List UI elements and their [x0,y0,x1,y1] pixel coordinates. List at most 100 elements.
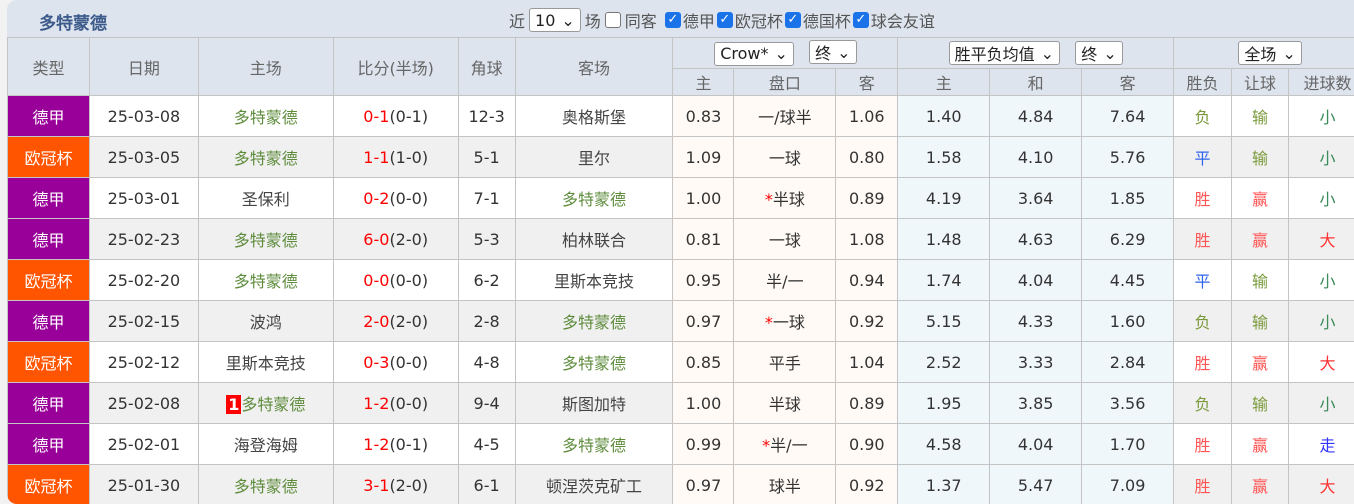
table-row[interactable]: 欧冠杯 25-01-30 多特蒙德 3-1(2-0) 6-1 顿涅茨克矿工 0.… [7,464,1354,504]
home-team[interactable]: 波鸿 [249,313,282,332]
away-team[interactable]: 里斯本竞技 [554,272,635,291]
home-cell[interactable]: 里斯本竞技 [197,341,334,383]
home-team[interactable]: 圣保利 [241,190,290,209]
score-cell[interactable]: 6-0(2-0) [332,218,459,260]
home-team[interactable]: 多特蒙德 [233,149,298,168]
home-team[interactable]: 多特蒙德 [233,272,298,291]
score-cell[interactable]: 0-3(0-0) [332,341,459,383]
home-cell[interactable]: 多特蒙德 [197,95,334,137]
away-team[interactable]: 多特蒙德 [562,190,627,209]
away-cell[interactable]: 柏林联合 [514,218,674,260]
score-cell[interactable]: 1-2(0-0) [332,382,459,424]
league-cell[interactable]: 欧冠杯 [7,259,90,301]
home-cell[interactable]: 1 多特蒙德 [197,382,334,424]
handicap-home-odds: 0.99 [672,423,735,465]
league-cell[interactable]: 德甲 [7,300,90,342]
score-cell[interactable]: 0-1(0-1) [332,95,459,137]
league-cell[interactable]: 德甲 [7,95,90,137]
away-team[interactable]: 多特蒙德 [562,436,627,455]
away-team[interactable]: 多特蒙德 [562,354,627,373]
half-score: (0-0) [389,393,429,413]
handicap-result-cell: 输 [1230,95,1289,137]
away-cell[interactable]: 顿涅茨克矿工 [514,464,674,504]
home-team[interactable]: 多特蒙德 [233,108,298,127]
league-cell[interactable]: 德甲 [7,382,90,424]
away-cell[interactable]: 里尔 [514,136,674,178]
table-row[interactable]: 德甲 25-02-08 1 多特蒙德 1-2(0-0) 9-4 斯图加特 1.00… [7,382,1354,424]
avg-loss: 7.64 [1081,95,1175,137]
away-cell[interactable]: 斯图加特 [514,382,674,424]
away-team[interactable]: 里尔 [578,149,611,168]
table-row[interactable]: 德甲 25-03-08 多特蒙德 0-1(0-1) 12-3 奥格斯堡 0.83… [7,95,1354,137]
league-checkbox[interactable]: ✓ [716,12,733,28]
league-cell[interactable]: 欧冠杯 [7,341,90,383]
league-cell[interactable]: 德甲 [7,423,90,465]
league-checkbox[interactable]: ✓ [784,12,801,28]
away-cell[interactable]: 多特蒙德 [514,177,674,219]
away-team[interactable]: 柏林联合 [562,231,627,250]
half-score: (2-0) [389,229,429,249]
home-cell[interactable]: 多特蒙德 [197,218,334,260]
avg-stage-select[interactable]: 终 ⌄ [1075,41,1123,65]
league-checkbox[interactable]: ✓ [852,12,869,28]
away-cell[interactable]: 多特蒙德 [514,423,674,465]
scope-select[interactable]: 全场 ⌄ [1238,41,1302,65]
home-team[interactable]: 多特蒙德 [233,231,298,250]
table-row[interactable]: 德甲 25-03-01 圣保利 0-2(0-0) 7-1 多特蒙德 1.00 *… [7,177,1354,219]
away-cell[interactable]: 里斯本竞技 [514,259,674,301]
date-cell: 25-03-08 [88,95,199,137]
matches-table: 类型 日期 主场 比分(半场) 角球 客场 Crow* ⌄ 终 ⌄ 胜平负均值 ⌄ 终… [7,37,1354,504]
handicap-line: 半球 [733,382,837,424]
table-row[interactable]: 德甲 25-02-23 多特蒙德 6-0(2-0) 5-3 柏林联合 0.81 … [7,218,1354,260]
score-cell[interactable]: 3-1(2-0) [332,464,459,504]
table-row[interactable]: 欧冠杯 25-03-05 多特蒙德 1-1(1-0) 5-1 里尔 1.09 一… [7,136,1354,178]
col-date: 日期 [88,37,199,96]
home-cell[interactable]: 多特蒙德 [197,259,334,301]
star-marker: * [762,436,771,455]
table-row[interactable]: 欧冠杯 25-02-12 里斯本竞技 0-3(0-0) 4-8 多特蒙德 0.8… [7,341,1354,383]
score-cell[interactable]: 1-1(1-0) [332,136,459,178]
home-cell[interactable]: 圣保利 [197,177,334,219]
handicap-line: 球半 [733,464,837,504]
away-team[interactable]: 斯图加特 [562,395,627,414]
away-cell[interactable]: 奥格斯堡 [514,95,674,137]
subheader: 盘口 [733,68,837,96]
away-cell[interactable]: 多特蒙德 [514,300,674,342]
handicap-line-value: 半球 [768,395,801,414]
home-cell[interactable]: 波鸿 [197,300,334,342]
home-team[interactable]: 多特蒙德 [233,477,298,496]
score-cell[interactable]: 2-0(2-0) [332,300,459,342]
league-cell[interactable]: 欧冠杯 [7,136,90,178]
league-cell[interactable]: 欧冠杯 [7,464,90,504]
league-cell[interactable]: 德甲 [7,218,90,260]
table-row[interactable]: 德甲 25-02-15 波鸿 2-0(2-0) 2-8 多特蒙德 0.97 *一… [7,300,1354,342]
company-select[interactable]: Crow* ⌄ [714,41,794,66]
away-team[interactable]: 奥格斯堡 [562,108,627,127]
home-cell[interactable]: 多特蒙德 [197,136,334,178]
away-team[interactable]: 多特蒙德 [562,313,627,332]
league-cell[interactable]: 德甲 [7,177,90,219]
home-team[interactable]: 里斯本竞技 [225,354,306,373]
table-row[interactable]: 德甲 25-02-01 海登海姆 1-2(0-1) 4-5 多特蒙德 0.99 … [7,423,1354,465]
away-cell[interactable]: 多特蒙德 [514,341,674,383]
subheader: 客 [835,68,899,96]
home-team[interactable]: 海登海姆 [233,436,298,455]
same-venue-checkbox[interactable] [604,12,621,28]
scope-value: 全场 [1244,45,1277,64]
score-cell[interactable]: 0-2(0-0) [332,177,459,219]
league-checkbox[interactable]: ✓ [664,12,681,28]
table-row[interactable]: 欧冠杯 25-02-20 多特蒙德 0-0(0-0) 6-2 里斯本竞技 0.9… [7,259,1354,301]
handicap-stage-select[interactable]: 终 ⌄ [809,40,857,65]
same-venue-label: 同客 [624,12,657,31]
avg-select[interactable]: 胜平负均值 ⌄ [948,41,1061,65]
score-cell[interactable]: 1-2(0-1) [332,423,459,465]
subheader: 主 [897,68,991,96]
home-cell[interactable]: 多特蒙德 [197,464,334,504]
home-cell[interactable]: 海登海姆 [197,423,334,465]
score-cell[interactable]: 0-0(0-0) [332,259,459,301]
match-count-select[interactable]: 10 ⌄ [529,8,581,32]
home-team[interactable]: 多特蒙德 [241,395,306,414]
date-cell: 25-02-08 [88,382,199,424]
chevron-down-icon: ⌄ [561,10,575,30]
away-team[interactable]: 顿涅茨克矿工 [546,477,643,496]
